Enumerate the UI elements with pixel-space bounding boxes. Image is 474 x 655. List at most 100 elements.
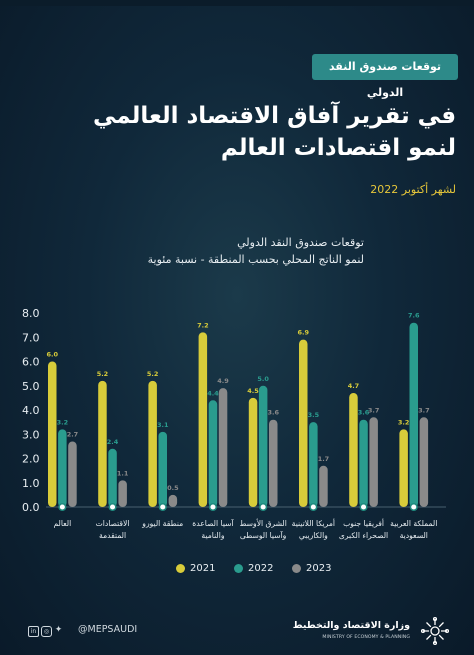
x-tick-label: والكاريبي [299,531,328,540]
bar-2022 [108,448,117,507]
bar-2022 [309,422,318,507]
report-date: لشهر أكتوبر 2022 [370,183,456,196]
data-label-2023: 3.7 [368,406,380,414]
baseline-marker [259,502,268,512]
baseline-marker [108,502,117,512]
data-label-2021: 3.2 [398,418,410,426]
ministry-name-ar: وزارة الاقتصاد والتخطيط [292,620,410,631]
data-label-2023: 0.5 [167,484,179,492]
legend-swatch [176,564,185,573]
bar-2022 [409,322,418,507]
bar-2023 [218,388,228,507]
bar-2023 [369,417,378,507]
top-bar [0,0,474,6]
x-tick-label: السعودية [400,531,428,540]
bar-2023 [68,441,77,507]
title-line-2: لنمو اقتصادات العالم [220,135,456,161]
bar-2021 [98,380,107,507]
bar-2023 [319,465,328,507]
data-label-2023: 2.7 [67,431,79,439]
data-label-2022: 3.1 [157,421,169,429]
x-tick-label: أفريقيا جنوب [343,518,384,528]
data-label-2021: 6.0 [46,351,58,359]
data-label-2022: 3.2 [57,418,69,426]
x-tick-label: المملكة العربية [390,519,437,528]
legend-label: 2021 [190,563,216,574]
data-label-2023: 3.7 [418,406,430,414]
y-tick-label: 4.0 [22,404,40,417]
y-tick-label: 1.0 [22,477,40,490]
bar-2023 [168,494,178,507]
bar-2023 [419,417,429,507]
data-label-2022: 3.6 [358,409,370,417]
source-tag: توقعات صندوق النقد الدولي [312,54,458,99]
twitter-icon[interactable]: ✦ [54,625,63,635]
x-tick-label: وآسيا الوسطى [240,530,287,540]
data-label-2021: 7.2 [197,321,209,329]
bar-2023 [269,419,278,507]
data-label-2023: 1.1 [117,469,129,477]
bar-2022 [359,419,368,507]
y-tick-label: 2.0 [22,453,40,466]
linkedin-icon[interactable]: in [28,626,39,637]
bar-2021 [198,332,208,507]
bar-2022 [258,385,268,507]
baseline-marker [409,502,418,512]
data-label-2023: 1.7 [318,455,330,463]
y-tick-label: 8.0 [22,307,40,320]
x-tick-label: الشرق الأوسط [239,518,286,528]
y-tick-label: 5.0 [22,380,40,393]
legend-label: 2023 [306,563,332,574]
bar-2021 [299,339,308,507]
data-label-2021: 4.7 [348,382,360,390]
data-label-2022: 7.6 [408,312,420,320]
ministry-name-en: MINISTRY OF ECONOMY & PLANNING [322,635,410,640]
x-tick-label: آسيا الصاعدة [192,518,234,528]
gdp-growth-bar-chart: 0.0 1.0 2.0 3.0 4.0 5.0 6.0 7.0 8.0 6.0 3.2 2.7 العا… [22,307,446,540]
bar-2022 [208,400,218,507]
baseline-marker [309,502,318,512]
x-tick-label: أمريكا اللاتينية [292,518,335,528]
social-handle[interactable]: @MEPSAUDI [78,624,138,635]
chart-legend: 2021 2022 2023 [176,562,336,578]
bar-2021 [48,361,57,507]
instagram-icon[interactable]: ◎ [41,626,52,637]
bar-2022 [58,429,67,507]
x-tick-label: منطقة اليورو [141,519,183,528]
data-label-2023: 3.6 [267,409,279,417]
legend-swatch [234,564,243,573]
page-title: في تقرير آفاق الاقتصاد العالمي لنمو اقتص… [36,100,456,164]
y-tick-label: 6.0 [22,356,40,369]
x-tick-label: المتقدمة [99,531,126,540]
baseline-marker [208,502,217,512]
data-label-2022: 2.4 [107,438,119,446]
data-label-2021: 6.9 [297,329,309,337]
baseline-marker [359,502,368,512]
chart-subtitle: لنمو الناتج المحلي بحسب المنطقة - نسبة م… [147,253,364,266]
bar-2021 [349,393,358,507]
data-label-2023: 4.9 [217,377,229,385]
bar-2021 [399,429,408,507]
baseline-marker [158,502,167,512]
bar-2021 [248,397,258,507]
bar-2022 [158,431,167,507]
data-label-2022: 3.5 [308,411,320,419]
x-tick-label: والنامية [201,531,224,540]
data-label-2021: 4.5 [247,387,259,395]
legend-swatch [292,564,301,573]
legend-label: 2022 [248,563,274,574]
data-label-2021: 5.2 [147,370,159,378]
chart-header: توقعات صندوق النقد الدولي لنمو الناتج ال… [114,234,364,268]
chart-title: توقعات صندوق النقد الدولي [237,236,364,249]
x-tick-label: الاقتصادات [96,519,130,528]
bar-2021 [148,380,157,507]
data-label-2022: 4.4 [207,389,219,397]
x-tick-label: الصحراء الكبرى [339,531,388,540]
title-line-1: في تقرير آفاق الاقتصاد العالمي [93,103,456,129]
baseline-marker [58,502,67,512]
ministry-logo-icon [420,616,450,646]
y-tick-label: 7.0 [22,331,40,344]
y-tick-label: 0.0 [22,501,40,514]
y-tick-label: 3.0 [22,428,40,441]
bar-2023 [118,480,127,507]
